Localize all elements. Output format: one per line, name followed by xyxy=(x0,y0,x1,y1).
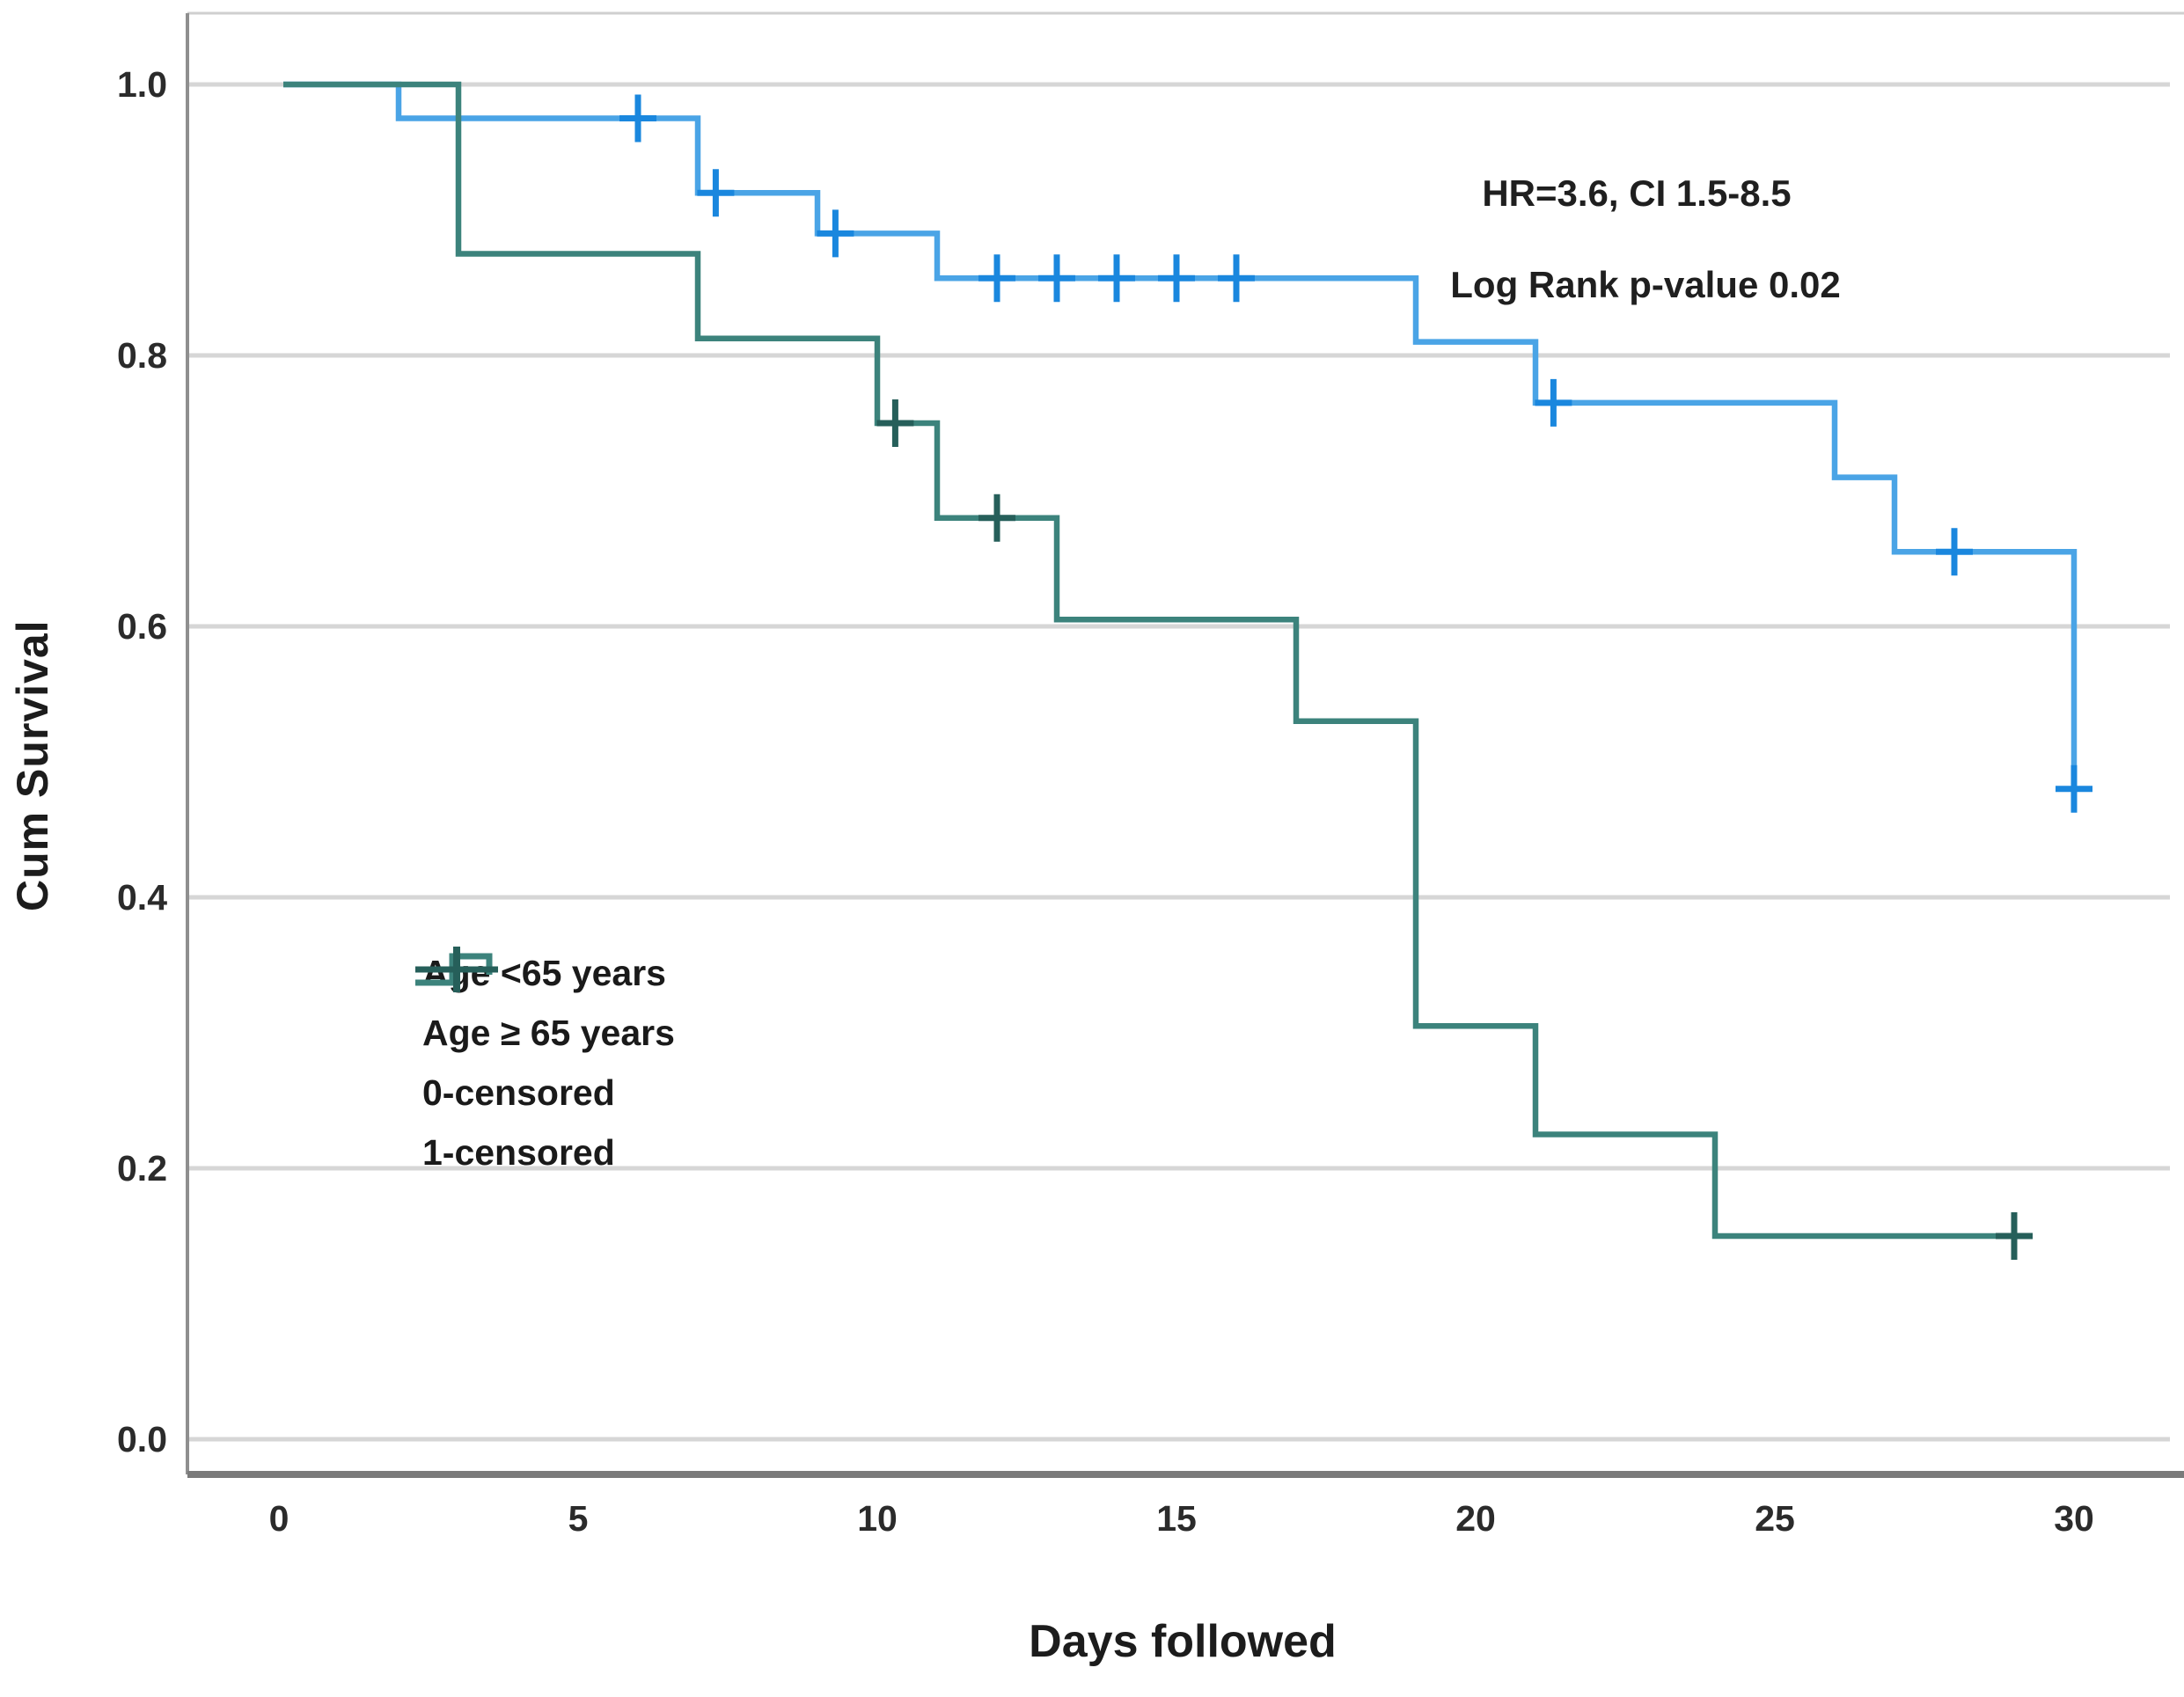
survival-curve-age-ge65 xyxy=(283,81,2014,1240)
survival-curve-age-lt65 xyxy=(283,81,2078,789)
hazard-ratio-annotation: HR=3.6, CI 1.5-8.5 xyxy=(1482,172,1792,214)
x-tick-label-25: 25 xyxy=(1755,1498,1795,1539)
y-tick-label-0.8: 0.8 xyxy=(117,335,167,376)
y-tick-label-0.2: 0.2 xyxy=(117,1148,167,1189)
y-tick-label-0.6: 0.6 xyxy=(117,606,167,647)
legend-item-0-censored: 0-censored xyxy=(412,947,675,1123)
x-tick-label-5: 5 xyxy=(568,1498,589,1539)
y-tick-label-1: 1.0 xyxy=(117,64,167,105)
legend-item-age-ge65: Age ≥ 65 years xyxy=(412,953,675,1063)
x-tick-label-15: 15 xyxy=(1156,1498,1197,1539)
x-tick-label-10: 10 xyxy=(857,1498,898,1539)
legend: Age <65 years Age ≥ 65 years 0-censored … xyxy=(412,943,675,1182)
x-tick-label-20: 20 xyxy=(1455,1498,1496,1539)
legend-item-1-censored: 1-censored xyxy=(412,947,675,1182)
x-tick-label-30: 30 xyxy=(2054,1498,2094,1539)
y-axis-title: Cum Survival xyxy=(8,619,57,911)
censor-plus-symbol-teal xyxy=(415,947,498,992)
y-tick-label-0: 0.0 xyxy=(117,1419,167,1459)
y-tick-label-0.4: 0.4 xyxy=(117,877,167,918)
legend-label: 1-censored xyxy=(422,1131,615,1173)
log-rank-annotation: Log Rank p-value 0.02 xyxy=(1450,264,1841,305)
x-tick-label-0: 0 xyxy=(269,1498,289,1539)
legend-label: 0-censored xyxy=(422,1072,615,1113)
legend-label: Age ≥ 65 years xyxy=(422,1012,675,1053)
step-line-symbol-teal xyxy=(415,953,493,986)
x-axis-title: Days followed xyxy=(1029,1616,1337,1667)
